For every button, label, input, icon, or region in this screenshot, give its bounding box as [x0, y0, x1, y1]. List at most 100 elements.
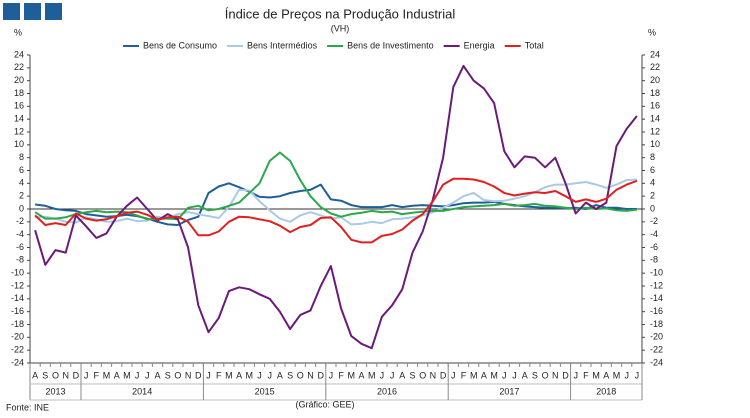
chart-subtitle: (VH) — [331, 23, 350, 33]
y2-tick-label: -10 — [650, 268, 663, 278]
y-tick-label: -22 — [11, 345, 24, 355]
x-tick-label: A — [358, 370, 364, 380]
y2-tick-label: 4 — [650, 178, 655, 188]
y-tick-label: -2 — [16, 216, 24, 226]
x-tick-label: S — [42, 370, 48, 380]
x-tick-label: M — [613, 370, 621, 380]
y-tick-label: 2 — [19, 191, 24, 201]
y-tick-label: -20 — [11, 332, 24, 342]
y-tick-label: 14 — [14, 114, 24, 124]
y-tick-label: 22 — [14, 62, 24, 72]
x-tick-label: A — [399, 370, 405, 380]
year-label: 2014 — [132, 386, 152, 396]
x-tick-label: N — [552, 370, 559, 380]
y2-tick-label: 0 — [650, 203, 655, 213]
x-tick-label: J — [573, 370, 578, 380]
y2-tick-label: 14 — [650, 114, 660, 124]
x-tick-label: O — [174, 370, 181, 380]
y2-tick-label: 24 — [650, 49, 660, 59]
y2-tick-label: -8 — [650, 255, 658, 265]
x-tick-label: J — [329, 370, 334, 380]
y-tick-label: -14 — [11, 293, 24, 303]
series-line — [34, 64, 638, 350]
y2-tick-label: 20 — [650, 75, 660, 85]
year-label: 2016 — [377, 386, 397, 396]
y2-tick-label: 12 — [650, 126, 660, 136]
x-tick-label: F — [461, 370, 467, 380]
year-label: 2015 — [255, 386, 275, 396]
legend-label: Bens de Investimento — [347, 40, 434, 50]
x-tick-label: J — [502, 370, 507, 380]
y2-axis-label: % — [648, 27, 656, 37]
x-tick-label: D — [195, 370, 202, 380]
x-tick-label: D — [73, 370, 80, 380]
y2-tick-label: 16 — [650, 101, 660, 111]
series-line — [35, 178, 637, 226]
y2-tick-label: 6 — [650, 165, 655, 175]
x-tick-label: M — [123, 370, 131, 380]
y2-tick-label: -18 — [650, 319, 663, 329]
x-tick-label: S — [165, 370, 171, 380]
y2-tick-label: -20 — [650, 332, 663, 342]
logo-square — [45, 3, 62, 20]
x-tick-label: A — [154, 370, 160, 380]
y-tick-label: 12 — [14, 126, 24, 136]
x-tick-label: F — [583, 370, 589, 380]
x-tick-label: J — [84, 370, 89, 380]
x-tick-label: N — [430, 370, 437, 380]
y2-tick-label: -16 — [650, 306, 663, 316]
y-tick-label: 16 — [14, 101, 24, 111]
x-tick-label: A — [236, 370, 242, 380]
y-tick-label: -10 — [11, 268, 24, 278]
x-tick-label: S — [287, 370, 293, 380]
x-tick-label: J — [624, 370, 629, 380]
y2-tick-label: -4 — [650, 229, 658, 239]
x-tick-label: J — [206, 370, 211, 380]
y-tick-label: 8 — [19, 152, 24, 162]
y-tick-label: -18 — [11, 319, 24, 329]
year-label: 2018 — [596, 386, 616, 396]
y-tick-label: 20 — [14, 75, 24, 85]
y-tick-label: 18 — [14, 88, 24, 98]
x-tick-label: A — [522, 370, 528, 380]
x-tick-label: N — [307, 370, 314, 380]
x-tick-label: M — [368, 370, 376, 380]
x-tick-label: D — [317, 370, 324, 380]
y2-tick-label: 2 — [650, 191, 655, 201]
x-tick-label: M — [490, 370, 498, 380]
y-tick-label: -24 — [11, 357, 24, 367]
y2-tick-label: 18 — [650, 88, 660, 98]
x-tick-label: A — [277, 370, 283, 380]
x-tick-label: S — [532, 370, 538, 380]
x-tick-label: J — [380, 370, 385, 380]
x-tick-label: D — [562, 370, 569, 380]
year-label: 2017 — [499, 386, 519, 396]
x-tick-label: F — [216, 370, 222, 380]
year-label: 2013 — [45, 386, 65, 396]
x-tick-label: A — [603, 370, 609, 380]
x-tick-label: J — [635, 370, 640, 380]
y2-tick-label: -12 — [650, 280, 663, 290]
x-tick-label: M — [225, 370, 233, 380]
credit: (Gráfico: GEE) — [295, 399, 354, 409]
y2-tick-label: -22 — [650, 345, 663, 355]
x-tick-label: O — [542, 370, 549, 380]
x-tick-label: M — [103, 370, 111, 380]
x-tick-label: J — [512, 370, 517, 380]
logo-square — [3, 3, 20, 20]
x-tick-label: J — [145, 370, 150, 380]
y-tick-label: 0 — [19, 203, 24, 213]
legend-label: Bens de Consumo — [143, 40, 217, 50]
x-tick-label: A — [481, 370, 487, 380]
x-tick-label: J — [135, 370, 140, 380]
x-tick-label: A — [114, 370, 120, 380]
y-tick-label: -8 — [16, 255, 24, 265]
x-tick-label: J — [267, 370, 272, 380]
series-line — [34, 177, 638, 244]
x-tick-label: O — [297, 370, 304, 380]
x-tick-label: M — [348, 370, 356, 380]
y2-tick-label: -6 — [650, 242, 658, 252]
y-tick-label: -16 — [11, 306, 24, 316]
y-tick-label: -4 — [16, 229, 24, 239]
